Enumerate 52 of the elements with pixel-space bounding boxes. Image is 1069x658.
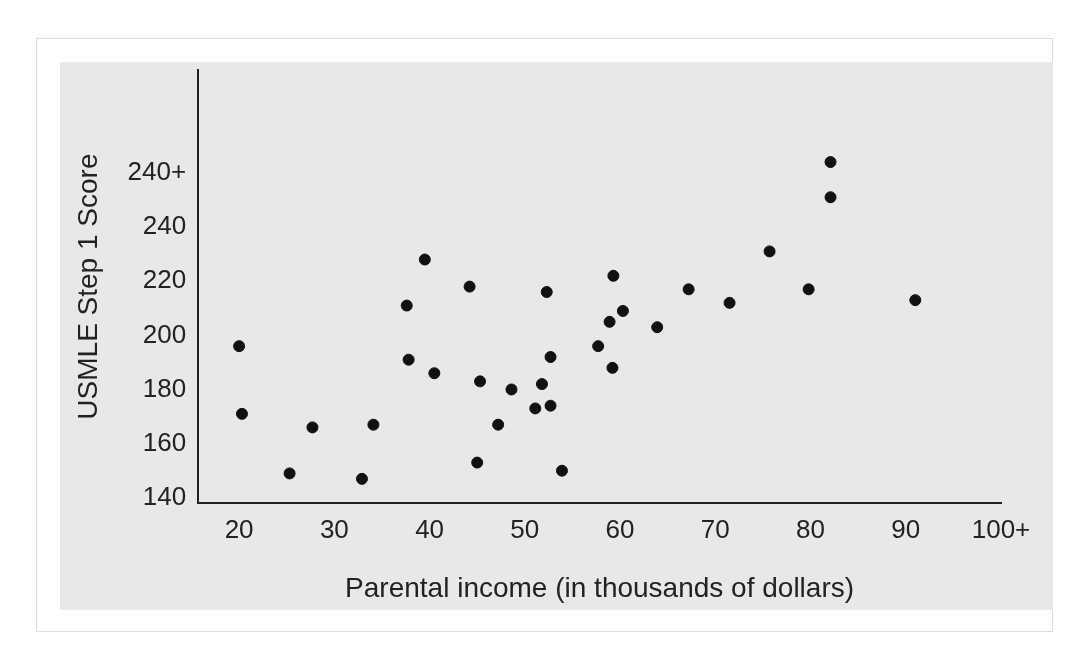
y-tick-label: 200 [142, 318, 187, 349]
y-axis-title: USMLE Step 1 Score [71, 153, 103, 420]
point [540, 286, 553, 299]
point [492, 418, 505, 431]
point [592, 340, 605, 353]
point [824, 156, 837, 169]
point [400, 299, 413, 312]
x-tick-label: 70 [700, 513, 730, 544]
point [283, 467, 296, 480]
point [606, 361, 619, 374]
point [505, 383, 518, 396]
y-tick-label: 240 [142, 210, 187, 241]
point [355, 472, 368, 485]
x-tick-label: 50 [510, 513, 540, 544]
y-tick-label: 180 [142, 372, 187, 403]
point [367, 418, 380, 431]
y-tick-label: 160 [142, 426, 187, 457]
x-tick-label: 60 [605, 513, 635, 544]
x-tick-label: 30 [319, 513, 349, 544]
y-tick-label: 140 [142, 480, 187, 511]
point [802, 283, 815, 296]
point [428, 367, 441, 380]
point [651, 321, 664, 334]
point [544, 399, 557, 412]
point [471, 456, 484, 469]
point [233, 340, 246, 353]
x-tick-label: 100+ [971, 513, 1031, 544]
point [535, 378, 548, 391]
x-axis-title: Parental income (in thousands of dollars) [345, 571, 855, 603]
y-tick-label: 220 [142, 264, 187, 295]
point [723, 296, 736, 309]
point [763, 245, 776, 258]
x-tick-label: 90 [891, 513, 921, 544]
point [544, 351, 557, 363]
x-tick-label: 20 [224, 513, 254, 544]
point [306, 421, 319, 434]
point [402, 353, 415, 366]
point [463, 280, 476, 293]
point [909, 294, 922, 307]
point [474, 375, 487, 388]
point [607, 269, 620, 282]
point [529, 402, 542, 415]
point [824, 191, 837, 204]
x-tick-label: 80 [796, 513, 825, 544]
point [603, 315, 616, 328]
y-tick-label: 240+ [127, 156, 187, 187]
point [616, 304, 629, 317]
point [235, 407, 248, 420]
point [418, 253, 431, 266]
x-tick-label: 40 [415, 513, 445, 544]
point [682, 283, 695, 296]
point [555, 464, 568, 477]
